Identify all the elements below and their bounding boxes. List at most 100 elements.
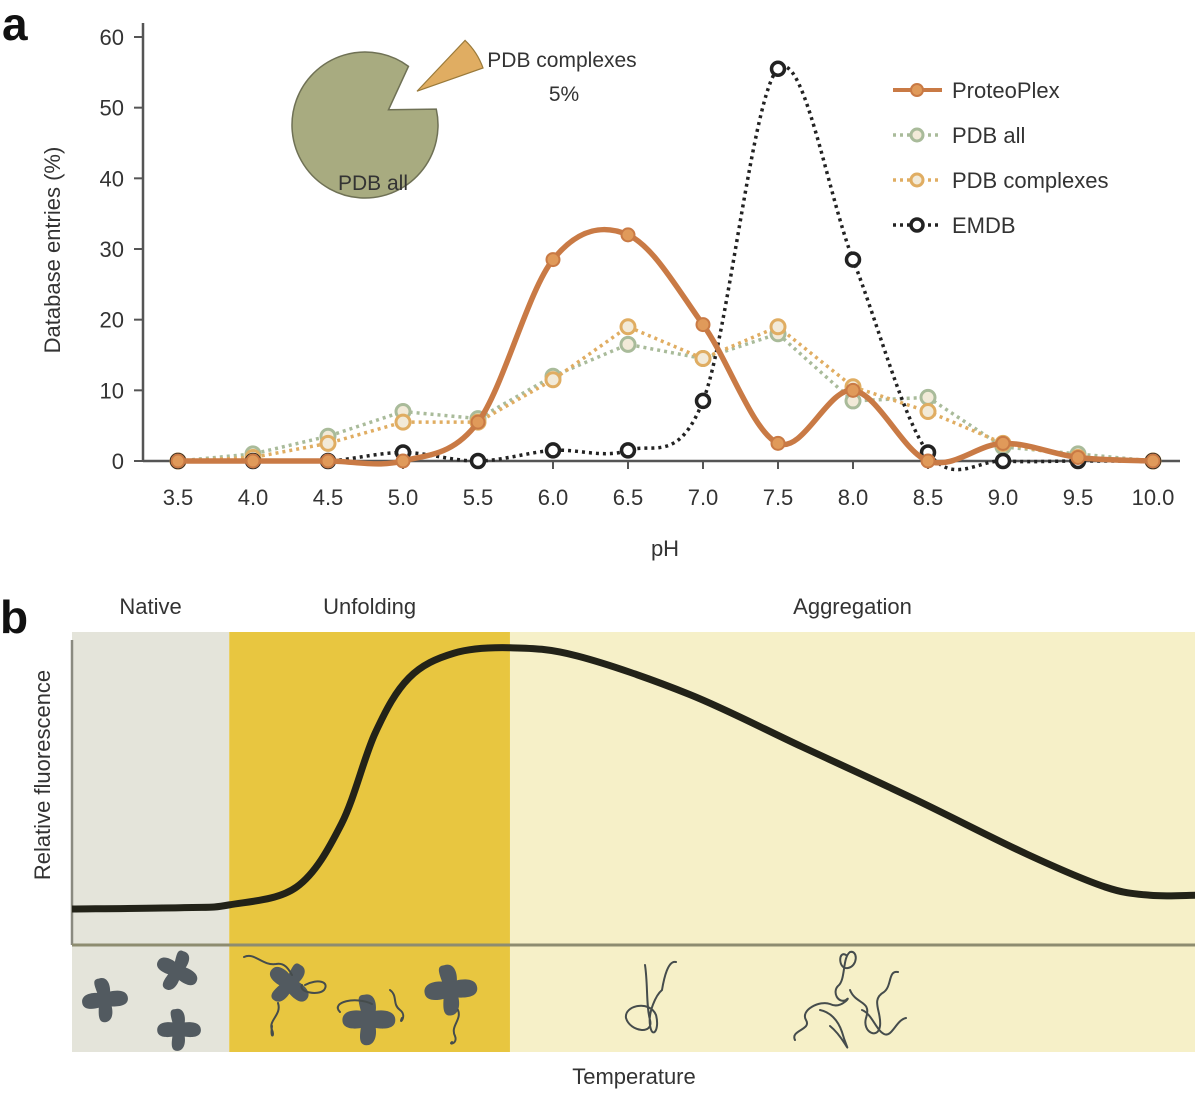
aggregated-chain-icon bbox=[793, 950, 857, 1041]
unfolded-chain-icon bbox=[389, 989, 405, 1022]
panel-a-y-axis-label: Database entries (%) bbox=[40, 147, 65, 354]
legend-item-pdb-all: PDB all bbox=[893, 123, 1025, 148]
x-tick-label: 10.0 bbox=[1132, 485, 1175, 510]
data-point bbox=[769, 60, 787, 78]
data-point bbox=[694, 392, 712, 410]
panel-b-illustrations bbox=[82, 950, 907, 1051]
unfolded-chain-icon bbox=[270, 1002, 280, 1037]
protein-shape bbox=[269, 963, 309, 1002]
pie-slice-pdb-complexes bbox=[416, 39, 484, 92]
data-point bbox=[544, 371, 562, 389]
folded-protein-icon bbox=[269, 963, 309, 1002]
x-tick-label: 9.5 bbox=[1063, 485, 1094, 510]
data-point bbox=[619, 318, 637, 336]
unfolded-chain-icon bbox=[243, 954, 293, 976]
data-point bbox=[395, 453, 411, 469]
unfolded-chain-icon bbox=[300, 980, 327, 994]
protein-shape bbox=[424, 964, 478, 1016]
legend-item-emdb: EMDB bbox=[893, 213, 1016, 238]
data-point bbox=[919, 403, 937, 421]
data-point bbox=[620, 227, 636, 243]
folded-protein-icon bbox=[424, 964, 478, 1016]
data-point bbox=[1070, 449, 1086, 465]
legend-swatch-marker bbox=[910, 83, 924, 97]
aggregated-chain-icon bbox=[819, 1009, 849, 1049]
panel-b-x-axis-label: Temperature bbox=[572, 1064, 696, 1089]
data-point bbox=[245, 453, 261, 469]
region-label: Unfolding bbox=[323, 594, 416, 619]
data-point bbox=[470, 414, 486, 430]
pie-value-pdb-complexes: 5% bbox=[549, 83, 579, 106]
panel-b-regions: Native Unfolding Aggregation bbox=[70, 594, 1196, 1052]
legend-item-proteoplex: ProteoPlex bbox=[893, 78, 1060, 103]
y-tick-label: 20 bbox=[100, 308, 124, 333]
data-point bbox=[845, 382, 861, 398]
data-point bbox=[469, 452, 487, 470]
series-proteoplex bbox=[170, 226, 1161, 469]
data-point bbox=[770, 435, 786, 451]
folded-protein-icon bbox=[82, 978, 128, 1023]
pie-label-pdb-complexes: PDB complexes bbox=[487, 49, 636, 72]
fluorescence-curve bbox=[71, 644, 1196, 913]
data-point bbox=[394, 413, 412, 431]
unfolded-chain-icon bbox=[624, 960, 677, 1034]
x-tick-label: 5.5 bbox=[463, 485, 494, 510]
region-label: Aggregation bbox=[793, 594, 912, 619]
data-point bbox=[619, 442, 637, 459]
folded-protein-icon bbox=[342, 994, 396, 1046]
x-tick-label: 9.0 bbox=[988, 485, 1019, 510]
protein-shape bbox=[157, 950, 198, 990]
region-aggregation: Aggregation bbox=[509, 594, 1196, 1052]
series-line bbox=[178, 64, 1153, 472]
data-point bbox=[545, 252, 561, 268]
panel-a: a 0 10 20 30 40 50 60 3.5 4.0 4.5 5.0 5.5 6.0 6.5 7.0 7… bbox=[2, 0, 1180, 561]
protein-shape bbox=[82, 978, 128, 1023]
y-tick-label: 40 bbox=[100, 166, 124, 191]
data-point bbox=[1145, 453, 1161, 469]
legend-label: EMDB bbox=[952, 213, 1016, 238]
region-background bbox=[72, 632, 230, 1052]
legend-label: ProteoPlex bbox=[952, 78, 1060, 103]
data-point bbox=[319, 434, 337, 452]
panel-letter-b: b bbox=[0, 591, 28, 643]
data-point bbox=[920, 453, 936, 469]
y-tick-label: 50 bbox=[100, 96, 124, 121]
pie-slice-pdb-all bbox=[291, 51, 439, 199]
x-tick-label: 6.0 bbox=[538, 485, 569, 510]
x-tick-label: 4.5 bbox=[313, 485, 344, 510]
data-point bbox=[995, 435, 1011, 451]
aggregated-chain-icon bbox=[849, 970, 899, 1035]
data-point bbox=[919, 388, 937, 406]
x-tick-label: 6.5 bbox=[613, 485, 644, 510]
x-tick-label: 4.0 bbox=[238, 485, 269, 510]
inset-pie: PDB all PDB complexes 5% bbox=[291, 39, 637, 199]
folded-protein-icon bbox=[157, 950, 198, 990]
data-point bbox=[695, 317, 711, 333]
y-tick-label: 30 bbox=[100, 237, 124, 262]
data-point bbox=[769, 318, 787, 336]
data-point bbox=[544, 442, 562, 459]
panel-a-x-axis-label: pH bbox=[651, 536, 679, 561]
data-point bbox=[320, 453, 336, 469]
legend: ProteoPlex PDB all PDB complexes EMDB bbox=[893, 78, 1109, 238]
panel-a-axes: 0 10 20 30 40 50 60 3.5 4.0 4.5 5.0 5.5 6.0 6.5 7.0 7.5… bbox=[100, 23, 1180, 510]
panel-b-curve-group bbox=[71, 644, 1196, 913]
data-point bbox=[844, 251, 862, 268]
x-tick-label: 8.0 bbox=[838, 485, 869, 510]
x-tick-label: 3.5 bbox=[163, 485, 194, 510]
unfolded-chain-icon bbox=[336, 999, 373, 1013]
region-background bbox=[509, 632, 1196, 1052]
legend-swatch-marker bbox=[909, 217, 925, 233]
pie-label-pdb-all: PDB all bbox=[338, 172, 408, 195]
data-point bbox=[694, 350, 712, 368]
legend-swatch-marker bbox=[909, 127, 925, 143]
legend-swatch-marker bbox=[909, 172, 925, 188]
panel-b-y-axis-label: Relative fluorescence bbox=[30, 670, 55, 880]
data-point bbox=[170, 453, 186, 469]
y-tick-label: 10 bbox=[100, 378, 124, 403]
legend-item-pdb-complexes: PDB complexes bbox=[893, 168, 1109, 193]
x-tick-label: 7.5 bbox=[763, 485, 794, 510]
panel-a-series bbox=[169, 60, 1162, 472]
folded-protein-icon bbox=[157, 1008, 201, 1051]
